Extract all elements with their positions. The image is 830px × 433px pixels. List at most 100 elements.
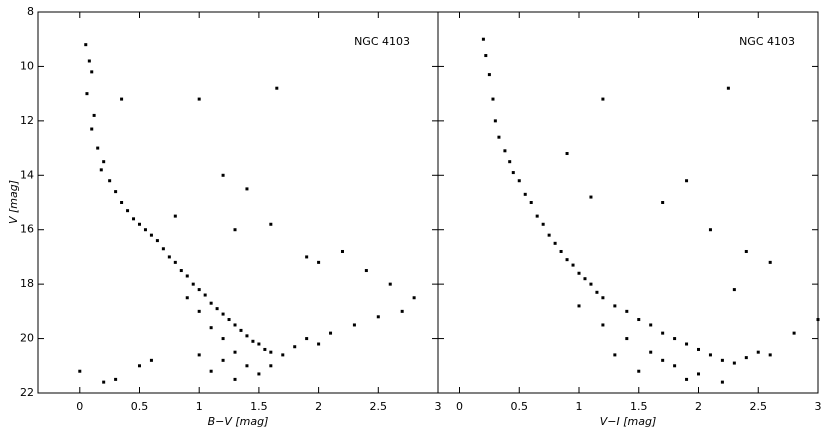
data-point (412, 296, 416, 300)
data-point (120, 201, 124, 204)
data-point (816, 318, 820, 322)
data-point (179, 269, 183, 273)
data-point (281, 353, 285, 357)
x-tick-label: 1 (196, 400, 203, 413)
data-point (595, 290, 599, 294)
data-point (685, 377, 689, 381)
data-point (529, 201, 533, 204)
data-point (245, 187, 249, 191)
data-point (221, 358, 225, 362)
data-point (613, 304, 617, 308)
data-point (251, 339, 255, 343)
x-tick-label: 3 (815, 400, 822, 413)
data-point (221, 337, 225, 341)
data-point (120, 97, 124, 101)
data-point (601, 97, 605, 101)
x-tick-label: 0.5 (131, 400, 149, 413)
data-point (191, 282, 195, 286)
data-point (517, 179, 521, 183)
data-point (661, 331, 665, 335)
data-point (508, 160, 512, 164)
data-point (792, 331, 796, 335)
data-point (340, 249, 344, 253)
data-point (541, 222, 545, 226)
data-point (99, 168, 103, 172)
data-point (559, 249, 563, 253)
panel-frame (37, 11, 439, 394)
y-tick-label: 14 (20, 168, 34, 181)
data-point (85, 92, 89, 96)
data-point (209, 326, 213, 330)
y-tick-label: 16 (20, 223, 34, 236)
data-point (673, 364, 677, 368)
data-point (245, 334, 249, 338)
y-tick-label: 20 (20, 332, 34, 345)
data-point (209, 369, 213, 373)
data-point (625, 337, 629, 341)
data-point (102, 160, 106, 164)
data-point (481, 37, 485, 41)
data-point (697, 372, 701, 376)
data-point (601, 323, 605, 327)
data-point (167, 255, 171, 259)
data-point (197, 353, 201, 357)
data-point (257, 372, 261, 376)
data-point (685, 179, 689, 183)
data-point (269, 350, 273, 354)
data-point (535, 214, 539, 218)
data-point (577, 271, 581, 275)
data-point (553, 241, 557, 245)
data-point (484, 54, 488, 58)
data-point (491, 97, 495, 101)
data-point (720, 358, 724, 362)
data-point (364, 269, 368, 273)
data-point (132, 217, 136, 221)
y-tick-label: 10 (20, 59, 34, 72)
data-point (203, 293, 207, 297)
data-point (571, 263, 575, 267)
data-point (233, 228, 237, 232)
data-point (388, 282, 392, 286)
data-point (92, 113, 96, 117)
x-tick-label: 1.5 (250, 400, 268, 413)
x-tick-label: 2.5 (750, 400, 768, 413)
x-axis-label: B−V [mag] (208, 415, 269, 428)
annotation: NGC 4103 (354, 35, 410, 48)
y-tick-label: 8 (27, 5, 34, 18)
data-point (221, 312, 225, 316)
data-point (233, 377, 237, 381)
data-point (114, 190, 118, 194)
y-tick-label: 18 (20, 277, 34, 290)
y-axis-label: V [mag] (7, 180, 20, 224)
data-point (768, 353, 772, 357)
data-point (257, 342, 261, 346)
data-point (637, 318, 641, 322)
x-axis-label: V−I [mag] (600, 415, 657, 428)
data-point (589, 282, 593, 286)
data-point (305, 337, 309, 341)
data-point (173, 260, 177, 264)
data-point (239, 328, 243, 332)
data-point (305, 255, 309, 259)
data-point (108, 179, 112, 183)
data-point (649, 350, 653, 354)
data-point (744, 249, 748, 253)
data-point (137, 364, 141, 368)
data-point (161, 247, 165, 251)
data-point (269, 364, 273, 368)
data-point (400, 309, 404, 313)
data-point (185, 274, 189, 278)
data-point (376, 315, 380, 319)
data-point (625, 309, 629, 313)
data-point (503, 149, 507, 153)
data-point (589, 195, 593, 199)
data-point (732, 288, 736, 292)
data-point (185, 296, 189, 300)
data-point (649, 323, 653, 327)
data-point (137, 222, 141, 226)
data-point (565, 258, 569, 262)
x-tick-label: 0 (76, 400, 83, 413)
data-point (149, 233, 153, 237)
data-point (661, 358, 665, 362)
